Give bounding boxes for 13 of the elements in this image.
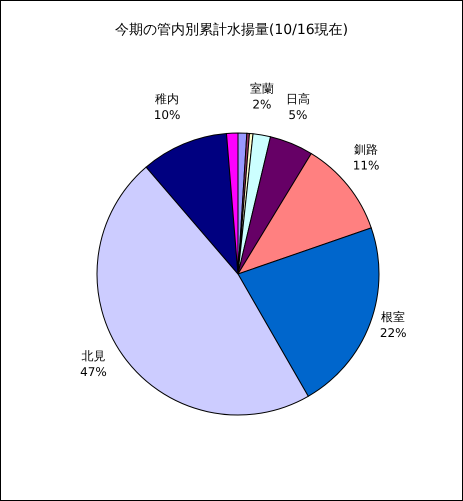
data-label: 5% (288, 108, 308, 122)
slice-label: 稚内 (155, 92, 180, 106)
slice-label: 釧路 (354, 142, 378, 157)
slice-label: 室蘭 (250, 81, 274, 96)
data-label: 2% (252, 97, 272, 112)
data-label: 11% (352, 158, 380, 173)
chart-title: 今期の管内別累計水揚量(10/16現在) (114, 21, 350, 39)
data-label: 22% (380, 326, 406, 340)
data-label: 10% (154, 108, 180, 122)
slice-label: 日高 (286, 92, 310, 106)
data-label: 47% (80, 364, 107, 379)
slice-label: 根室 (381, 310, 406, 324)
slice-label: 北見 (81, 348, 106, 363)
